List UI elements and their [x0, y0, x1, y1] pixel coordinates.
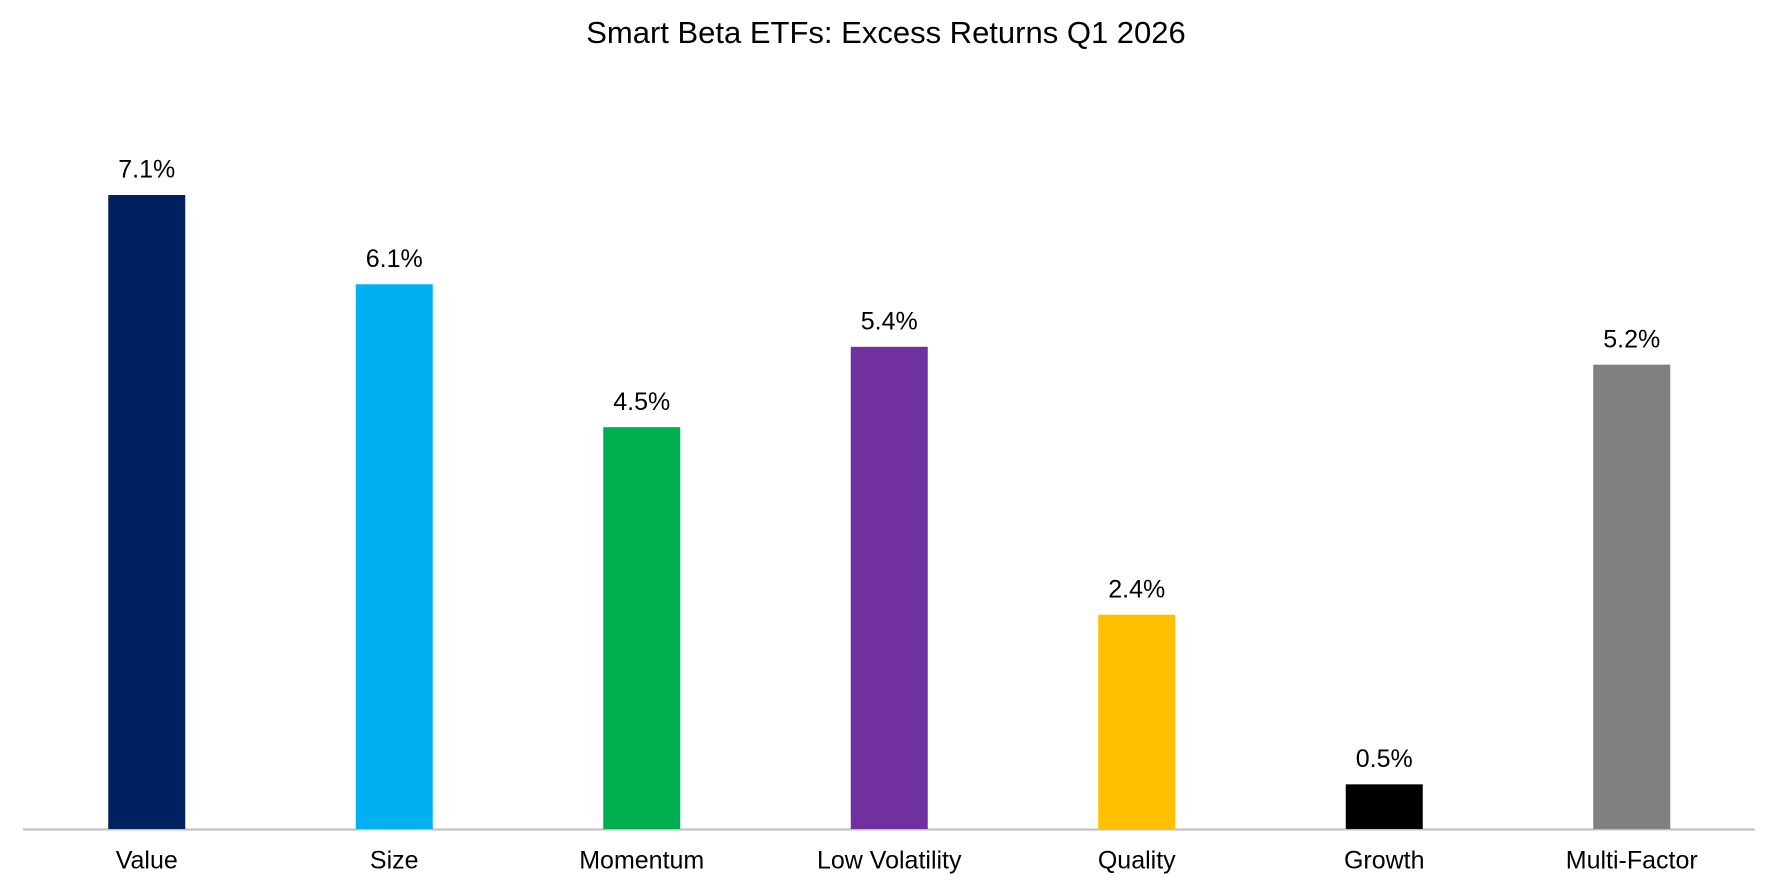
data-label: 5.2% [1603, 325, 1660, 353]
bar [603, 427, 681, 829]
bar [1593, 364, 1671, 829]
chart-title: Smart Beta ETFs: Excess Returns Q1 2026 [586, 15, 1186, 50]
x-tick-label: Quality [1098, 847, 1176, 875]
x-tick-label: Low Volatility [817, 847, 962, 875]
bar [355, 284, 433, 829]
bar [850, 346, 928, 829]
data-label: 0.5% [1356, 745, 1413, 773]
x-tick-label: Multi-Factor [1566, 847, 1698, 875]
bar [1345, 784, 1423, 829]
x-tick-label: Value [116, 847, 178, 875]
bar [108, 195, 186, 829]
data-label: 2.4% [1108, 575, 1165, 603]
data-label: 5.4% [861, 307, 918, 335]
x-tick-label: Momentum [579, 847, 704, 875]
bar [1098, 614, 1176, 829]
data-label: 4.5% [613, 388, 670, 416]
x-tick-label: Growth [1344, 847, 1425, 875]
x-tick-label: Size [370, 847, 419, 875]
data-label: 7.1% [118, 156, 175, 184]
data-label: 6.1% [366, 245, 423, 273]
